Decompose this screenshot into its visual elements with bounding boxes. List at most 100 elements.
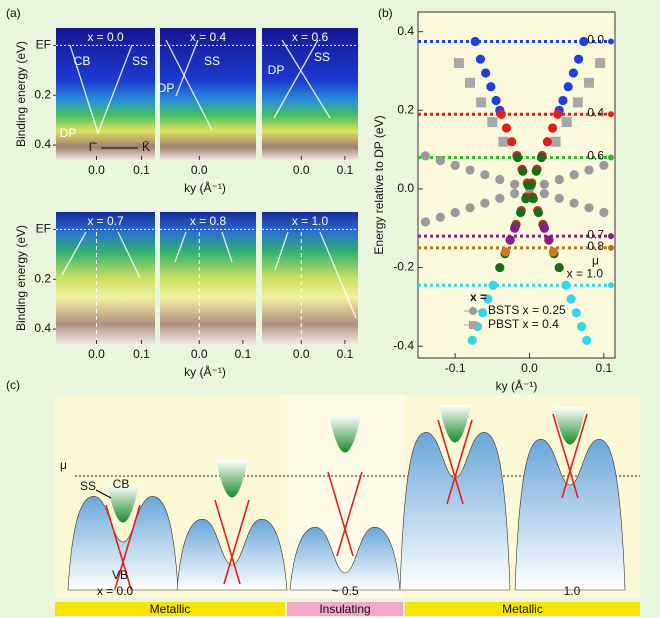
data-point: [496, 109, 506, 119]
data-point: [528, 194, 538, 204]
data-point: [539, 179, 549, 189]
data-point: [531, 166, 541, 176]
y-axis-label: Binding energy (eV): [14, 41, 28, 147]
y-tick-label: 0.0: [397, 181, 414, 195]
surface-state: [105, 504, 141, 590]
level-marker: [608, 111, 614, 118]
conduction-band: [107, 485, 139, 523]
data-point: [435, 156, 445, 166]
data-point: [539, 189, 549, 199]
x-tick-label: 0.1: [337, 347, 354, 361]
dispersion-line: [319, 231, 357, 319]
data-point: [571, 308, 581, 318]
data-point: [483, 294, 493, 304]
data-point: [476, 97, 487, 108]
x-tick-label: 0.1: [133, 347, 150, 361]
data-point: [513, 152, 523, 163]
data-point: [510, 189, 520, 199]
data-point: [561, 117, 572, 128]
panel-label: (b): [378, 6, 393, 20]
image-title: x = 0.8: [190, 214, 227, 228]
data-point: [488, 280, 498, 290]
data-point: [465, 165, 475, 175]
data-point: [595, 58, 606, 69]
data-point: [599, 207, 609, 218]
x-tick-label: 0.0: [293, 347, 310, 361]
image-title: x = 0.6: [292, 30, 329, 44]
composition-label: 1.0: [564, 584, 581, 598]
annotation: SS: [80, 479, 96, 493]
y-tick-label: 0.2: [34, 271, 51, 285]
dispersion-line: [165, 39, 213, 131]
data-point: [505, 235, 515, 245]
y-tick-label: 0.2: [397, 102, 414, 116]
annotation: SS: [314, 50, 330, 64]
dispersion-line: [117, 231, 141, 279]
dispersion-line: [175, 39, 199, 97]
data-point: [486, 82, 496, 92]
phase-label: Metallic: [150, 602, 191, 616]
legend-marker: [469, 321, 477, 329]
x-tick-label: 0.0: [88, 163, 105, 177]
data-point: [569, 170, 579, 180]
surface-state: [552, 413, 588, 499]
data-point: [550, 136, 561, 147]
dispersion-line: [69, 44, 133, 135]
x-tick-label: 0.0: [191, 163, 208, 177]
composition-label: x = 0.0: [97, 584, 134, 598]
y-tick-label: 0.4: [397, 24, 414, 38]
level-marker: [608, 233, 614, 240]
x-axis-label: ky (Å⁻¹): [184, 180, 226, 195]
data-point: [480, 170, 490, 180]
legend-title: x =: [470, 290, 487, 304]
y-tick-label: 0.4: [34, 321, 51, 335]
data-point: [584, 203, 594, 213]
data-point: [470, 36, 480, 47]
dispersion-line: [221, 231, 233, 263]
y-tick-label: EF: [36, 38, 51, 52]
data-point: [420, 217, 431, 227]
mu-label: μ: [60, 458, 67, 472]
data-point: [579, 36, 589, 47]
x-tick-label: 0.0: [293, 163, 310, 177]
dispersion-line: [281, 39, 331, 119]
legend-label: BSTS x = 0.25: [488, 303, 566, 317]
y-tick-label: 0.4: [34, 137, 51, 151]
surface-state: [437, 419, 473, 505]
x-tick-label: 0.1: [337, 163, 354, 177]
level-label: 0.8: [587, 239, 604, 253]
valence-band: [289, 527, 401, 591]
data-point: [563, 82, 573, 92]
data-point: [547, 123, 558, 133]
panel-label: (c): [6, 378, 20, 392]
x-tick-label: 0.0: [191, 347, 208, 361]
phase-label: Insulating: [319, 602, 370, 616]
data-point: [539, 223, 549, 233]
data-point: [481, 68, 491, 78]
arpes-image: [160, 28, 256, 160]
data-point: [453, 58, 464, 69]
data-point: [467, 335, 477, 345]
data-point: [558, 95, 568, 106]
legend-label: PBST x = 0.4: [488, 317, 559, 331]
data-point: [566, 294, 576, 304]
data-point: [584, 165, 594, 175]
conduction-band: [439, 405, 471, 443]
image-title: x = 0.7: [87, 214, 124, 228]
arpes-image: [56, 212, 155, 344]
data-point: [582, 335, 592, 345]
annotation: Γ̄: [89, 140, 98, 154]
data-point: [518, 166, 528, 176]
data-point: [495, 262, 505, 273]
level-marker: [608, 154, 614, 161]
conduction-band: [554, 407, 586, 445]
mu-label: μ: [592, 253, 599, 267]
annotation: VB: [112, 568, 128, 582]
image-title: x = 0.4: [190, 30, 227, 44]
data-point: [526, 180, 536, 190]
dispersion-line: [174, 231, 187, 263]
x-axis-label: ky (Å⁻¹): [496, 378, 538, 393]
y-tick-label: -0.4: [393, 338, 414, 352]
annotation: DP: [158, 81, 175, 95]
